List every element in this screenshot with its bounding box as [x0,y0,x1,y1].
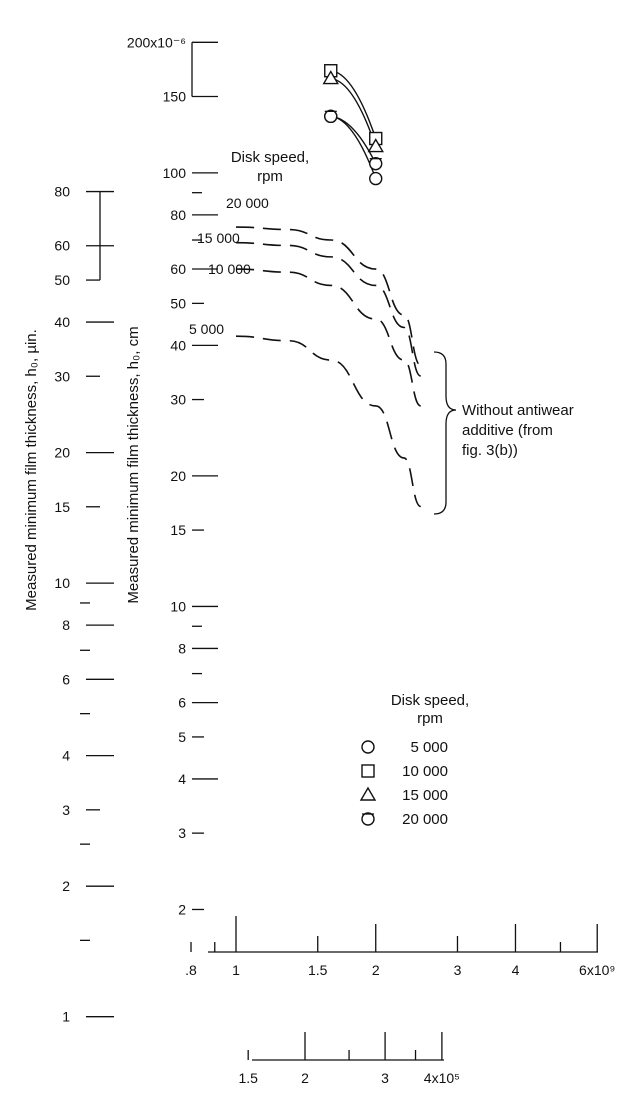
y-in-tick-label: 6 [62,671,70,687]
y-in-tick-label: 20 [54,445,70,461]
y-cm-tick-label: 150 [163,88,187,104]
y-cm-tick-label: 20 [170,468,186,484]
x-tick-label: 1.5 [308,962,328,978]
y-in-tick-label: 80 [54,184,70,200]
legend-row: 20 000 [361,811,448,828]
y-in-tick-label: 50 [54,272,70,288]
y-in-tick-label: 40 [54,314,70,330]
y-axis-label-in: Measured minimum film thickness, h₀, µin… [23,329,40,611]
legend-row: 15 000 [359,786,448,804]
data-point-marker [322,70,339,85]
data-point-marker [324,109,338,124]
dashed-curve-label: 20 000 [226,195,269,211]
y-in-tick-label: 15 [54,499,70,515]
legend-marker [361,812,375,826]
y-cm-tick-label: 200x10⁻⁶ [127,34,186,50]
x2-tick-label: 2 [301,1070,309,1086]
legend-marker [361,740,375,754]
annotation-line1: Without antiwear [462,402,574,419]
y-cm-tick-label: 3 [178,825,186,841]
annotation-line3: fig. 3(b)) [462,442,518,459]
y-cm-tick-label: 10 [170,598,186,614]
solid-series-curve [330,115,377,179]
y-cm-tick-label: 5 [178,729,186,745]
y-axis-label-cm: Measured minimum film thickness, h₀, cm [125,326,142,603]
dashed-series-curve [235,241,422,377]
y-in-tick-label: 8 [62,617,70,633]
legend-marker [361,764,375,778]
x-tick-label: 2 [372,962,380,978]
legend-row: 10 000 [361,763,448,780]
y-cm-tick-label: 80 [170,207,186,223]
x2-tick-label: 4x10⁵ [424,1070,460,1086]
dashed-curve-label: 15 000 [197,230,240,246]
y-in-tick-label: 1 [62,1009,70,1025]
legend-label: 20 000 [402,811,448,828]
x-tick-label: 3 [454,962,462,978]
legend-title-line1: Disk speed, [391,692,469,709]
legend-label: 5 000 [410,739,448,756]
y-cm-tick-label: 8 [178,640,186,656]
y-cm-tick-label: 100 [163,165,187,181]
y-cm-tick-label: 2 [178,901,186,917]
legend-title-line2: rpm [417,710,443,727]
legend-label: 10 000 [402,763,448,780]
data-point-marker [369,171,383,186]
x2-tick-label: 1.5 [238,1070,258,1086]
y-cm-tick-label: 30 [170,392,186,408]
x-tick-label: 4 [512,962,520,978]
annotation-line2: additive (from [462,422,553,439]
legend-label: 15 000 [402,787,448,804]
x2-tick-label: 3 [381,1070,389,1086]
y-in-tick-label: 60 [54,238,70,254]
dashed-title-line1: Disk speed, [231,149,309,166]
data-point-marker [369,156,383,171]
legend-marker [359,786,377,801]
y-cm-tick-label: 60 [170,261,186,277]
dashed-series-curve [235,335,422,508]
solid-series-curve [330,115,377,164]
y-in-tick-label: 3 [62,802,70,818]
y-cm-tick-label: 15 [170,522,186,538]
y-in-tick-label: 2 [62,878,70,894]
dashed-series-curve [235,268,422,407]
y-cm-tick-label: 50 [170,295,186,311]
x-tick-label: .8 [185,962,197,978]
x-tick-label: 6x10⁹ [579,962,615,978]
y-cm-tick-label: 6 [178,695,186,711]
y-in-tick-label: 10 [54,575,70,591]
y-cm-tick-label: 40 [170,337,186,353]
dashed-curve-label: 5 000 [189,321,224,337]
y-in-tick-label: 4 [62,748,70,764]
y-in-tick-label: 30 [54,368,70,384]
dashed-title-line2: rpm [257,168,283,185]
legend-row: 5 000 [361,739,448,756]
dashed-series-curve [235,226,422,367]
y-cm-tick-label: 4 [178,771,186,787]
x-tick-label: 1 [232,962,240,978]
dashed-curve-label: 10 000 [208,261,251,277]
annotation-brace [433,351,457,515]
data-point-marker [367,138,384,153]
legend: Disk speed, rpm 5 000 10 000 15 000 20 000 [359,692,469,828]
